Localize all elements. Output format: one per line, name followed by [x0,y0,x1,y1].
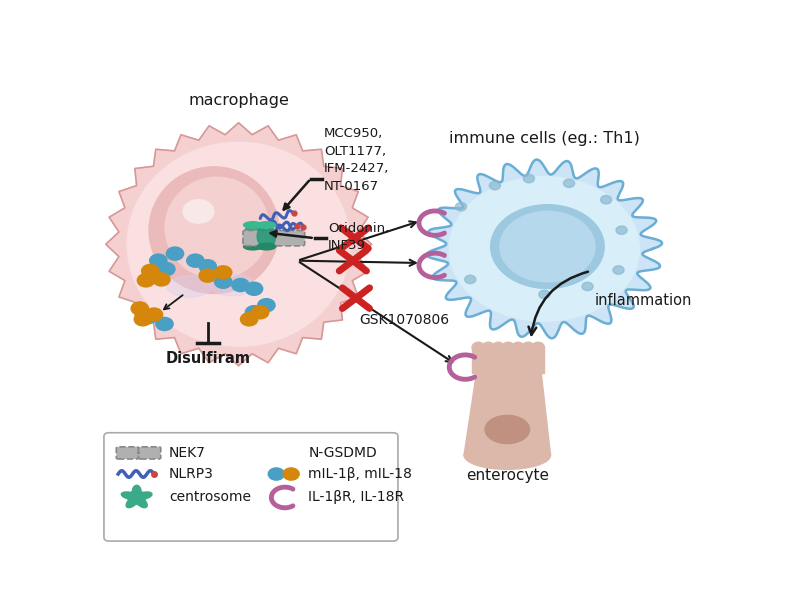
Polygon shape [532,347,544,373]
Circle shape [183,200,214,223]
Circle shape [257,298,275,312]
Polygon shape [512,347,524,373]
Ellipse shape [502,342,514,353]
Ellipse shape [257,222,276,228]
Text: N-GSDMD: N-GSDMD [308,446,377,460]
Ellipse shape [485,415,529,443]
Text: inflammation: inflammation [595,292,693,308]
FancyBboxPatch shape [139,447,161,459]
Circle shape [601,195,611,204]
Polygon shape [502,347,514,373]
FancyBboxPatch shape [116,447,139,459]
Ellipse shape [244,244,262,250]
Circle shape [214,275,232,288]
Circle shape [283,468,299,480]
Circle shape [199,259,216,273]
Ellipse shape [532,342,544,353]
Ellipse shape [257,225,276,247]
Circle shape [269,468,285,480]
Polygon shape [426,160,662,338]
Text: enterocyte: enterocyte [465,468,549,483]
Circle shape [245,282,263,295]
Circle shape [465,275,476,284]
FancyBboxPatch shape [243,230,274,246]
Text: NLRP3: NLRP3 [169,467,214,481]
Text: macrophage: macrophage [188,93,289,108]
Circle shape [153,273,170,286]
Ellipse shape [128,143,350,346]
Text: Disulfiram: Disulfiram [165,351,250,365]
Circle shape [539,290,550,298]
Ellipse shape [257,244,276,250]
Text: Oridonin,
INF39: Oridonin, INF39 [328,222,390,253]
Ellipse shape [165,177,269,278]
Polygon shape [482,347,494,373]
Text: mIL-1β, mIL-18: mIL-1β, mIL-18 [308,467,412,481]
Circle shape [167,247,183,260]
Circle shape [214,266,232,279]
Ellipse shape [167,276,211,297]
Ellipse shape [512,342,524,353]
Ellipse shape [482,342,494,353]
Polygon shape [121,485,152,508]
Circle shape [613,266,624,274]
Ellipse shape [149,167,279,294]
Text: centrosome: centrosome [169,490,251,504]
Polygon shape [472,347,485,373]
Ellipse shape [472,342,485,353]
Circle shape [158,262,175,276]
Polygon shape [522,347,534,373]
Text: IL-1βR, IL-18R: IL-1βR, IL-18R [308,490,405,504]
Circle shape [450,177,639,321]
Circle shape [145,308,163,321]
Circle shape [489,181,501,190]
Circle shape [455,203,466,211]
Text: NEK7: NEK7 [169,446,206,460]
Circle shape [616,226,627,234]
Circle shape [245,306,263,319]
Circle shape [156,317,173,331]
Circle shape [252,306,269,319]
Polygon shape [106,123,371,366]
Circle shape [132,302,148,315]
Circle shape [140,311,158,323]
Ellipse shape [464,441,551,470]
FancyBboxPatch shape [104,433,398,541]
Circle shape [186,254,204,267]
Circle shape [563,179,575,188]
Ellipse shape [522,342,534,353]
Circle shape [524,174,535,183]
Ellipse shape [210,274,255,296]
Ellipse shape [244,225,262,247]
Text: GSK1070806: GSK1070806 [359,313,450,327]
Ellipse shape [244,222,262,228]
Circle shape [142,264,159,278]
Circle shape [134,312,151,326]
Polygon shape [492,347,505,373]
Ellipse shape [492,342,505,353]
Text: MCC950,
OLT1177,
IFM-2427,
NT-0167: MCC950, OLT1177, IFM-2427, NT-0167 [324,127,389,192]
Circle shape [199,269,216,282]
Polygon shape [464,373,551,456]
FancyBboxPatch shape [274,230,304,246]
Circle shape [232,278,249,292]
Ellipse shape [491,205,604,289]
Circle shape [241,312,257,326]
Circle shape [582,282,593,290]
Circle shape [150,254,167,267]
Circle shape [137,274,155,287]
Text: immune cells (eg.: Th1): immune cells (eg.: Th1) [449,131,640,146]
Ellipse shape [500,211,595,282]
